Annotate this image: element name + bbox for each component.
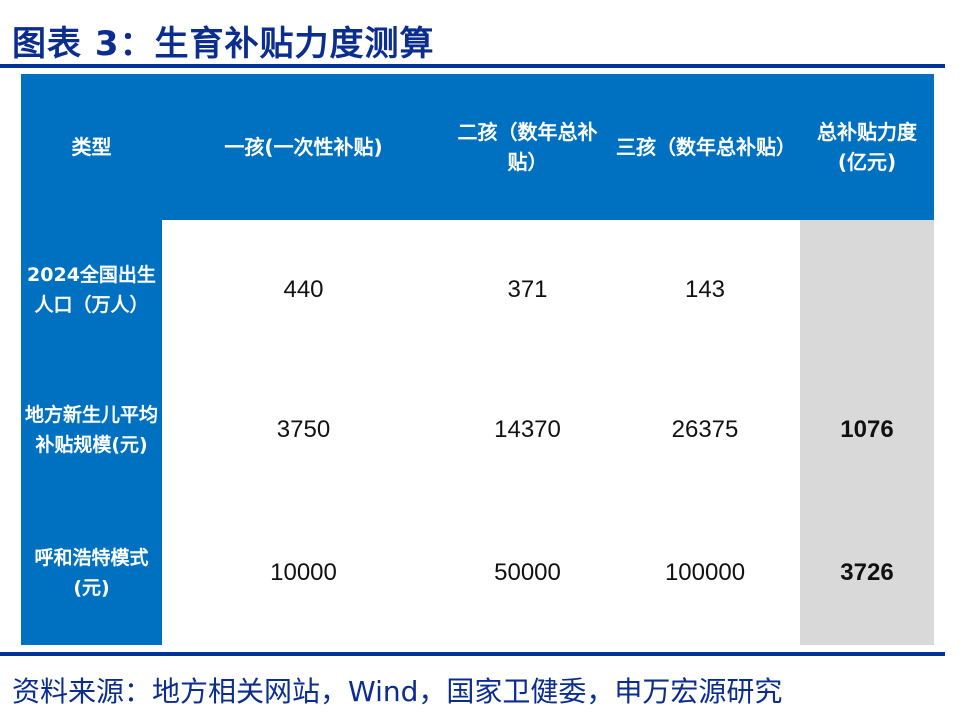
- bottom-divider: [0, 652, 945, 656]
- table-cell: 14370: [445, 360, 610, 500]
- header-total: 总补贴力度(亿元): [800, 74, 934, 220]
- figure-title: 图表 3：生育补贴力度测算: [12, 24, 435, 64]
- header-second-child: 二孩（数年总补贴）: [445, 74, 610, 220]
- table-cell: 100000: [610, 500, 800, 645]
- row-label: 地方新生儿平均补贴规模(元): [21, 360, 162, 500]
- header-type: 类型: [21, 74, 162, 220]
- table-cell: 143: [610, 220, 800, 360]
- table-cell: 3750: [162, 360, 445, 500]
- header-first-child: 一孩(一次性补贴): [162, 74, 445, 220]
- table-cell: 10000: [162, 500, 445, 645]
- top-divider: [0, 64, 945, 68]
- source-note: 资料来源：地方相关网站，Wind，国家卫健委，申万宏源研究: [12, 675, 783, 708]
- total-cell: [800, 220, 934, 360]
- row-label: 呼和浩特模式(元): [21, 500, 162, 645]
- subsidy-table: 类型 一孩(一次性补贴) 二孩（数年总补贴） 三孩（数年总补贴） 总补贴力度(亿…: [21, 74, 934, 645]
- table-cell: 371: [445, 220, 610, 360]
- row-label: 2024全国出生人口（万人）: [21, 220, 162, 360]
- table-cell: 440: [162, 220, 445, 360]
- table-cell: 50000: [445, 500, 610, 645]
- table-cell: 26375: [610, 360, 800, 500]
- total-cell: 1076: [800, 360, 934, 500]
- header-third-child: 三孩（数年总补贴）: [610, 74, 800, 220]
- total-cell: 3726: [800, 500, 934, 645]
